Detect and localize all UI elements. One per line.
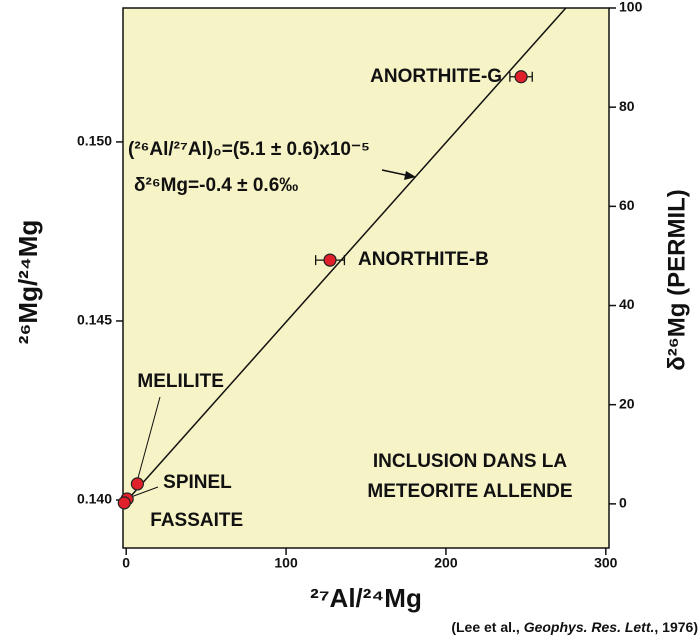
y2-tick-label: 60 (619, 197, 635, 213)
x-tick-label: 200 (434, 555, 458, 571)
inset-text: INCLUSION DANS LA (373, 451, 568, 472)
y2-tick-label: 20 (619, 395, 635, 411)
y-axis-label: ²⁶Mg/²⁴Mg (13, 220, 43, 344)
y-tick-label: 0.140 (77, 491, 112, 507)
y2-tick-label: 0 (619, 495, 627, 511)
citation-part: (Lee et al., (451, 619, 523, 635)
data-point (117, 496, 131, 510)
arrow-head (404, 171, 416, 180)
y2-tick-label: 40 (619, 296, 635, 312)
y2-tick-label: 100 (619, 0, 643, 15)
data-point (514, 70, 528, 84)
point-label: ANORTHITE-B (358, 249, 489, 270)
x-tick-label: 300 (594, 555, 618, 571)
citation-part: , 1976) (654, 619, 698, 635)
point-label: ANORTHITE-G (370, 66, 502, 87)
annotation: (²⁶Al/²⁷Al)₀=(5.1 ± 0.6)x10⁻⁵ (128, 139, 370, 160)
data-point (323, 253, 337, 267)
y2-tick-label: 80 (619, 98, 635, 114)
y-tick-label: 0.145 (77, 312, 112, 328)
x-axis-label: ²⁷Al/²⁴Mg (310, 583, 422, 613)
leader-line (137, 396, 161, 479)
point-label: SPINEL (163, 472, 232, 493)
annotation: δ²⁶Mg=-0.4 ± 0.6‰ (134, 175, 298, 196)
inset-text: METEORITE ALLENDE (367, 481, 572, 502)
leader-line (130, 486, 159, 498)
citation-part: Geophys. Res. Lett. (524, 619, 655, 635)
y-tick-label: 0.150 (77, 133, 112, 149)
citation: (Lee et al., Geophys. Res. Lett., 1976) (451, 619, 698, 635)
plot-area (122, 7, 610, 549)
x-tick-label: 100 (274, 555, 298, 571)
data-point (130, 477, 144, 491)
point-label: FASSAITE (150, 510, 243, 531)
point-label: MELILITE (137, 371, 224, 392)
x-tick-label: 0 (122, 555, 130, 571)
y2-axis-label: δ²⁶Mg (PERMIL) (663, 189, 690, 371)
